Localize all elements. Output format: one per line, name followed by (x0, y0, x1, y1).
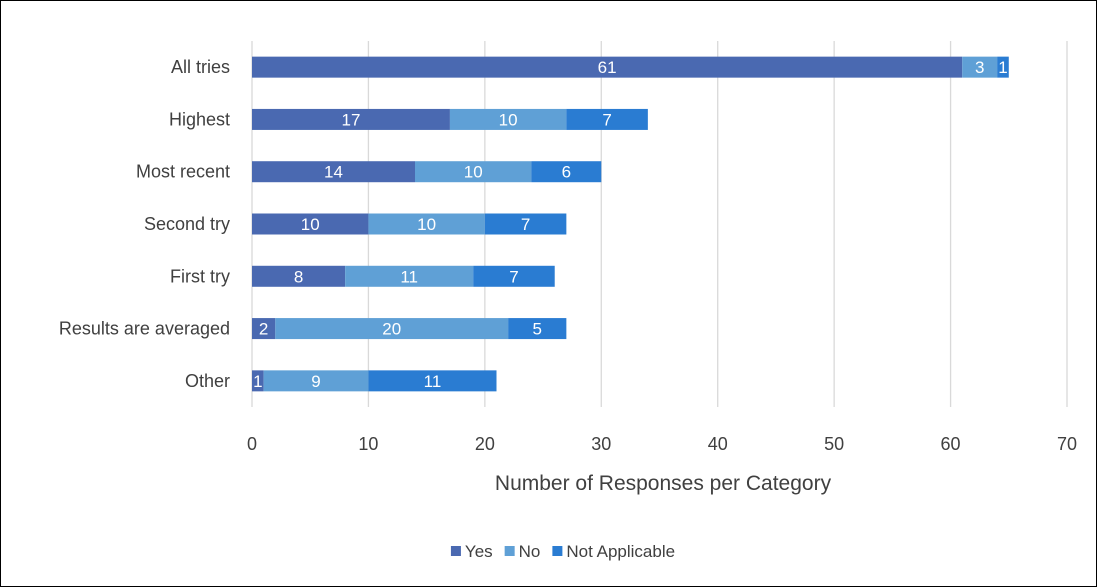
legend-swatch (504, 546, 515, 556)
x-tick-label: 60 (941, 434, 961, 454)
bar-segment (345, 265, 474, 287)
bar-segment (252, 213, 369, 235)
bar-segment (997, 56, 1009, 78)
data-label: 1 (253, 372, 262, 391)
category-label: First try (170, 266, 230, 286)
legend-label: No (519, 542, 541, 561)
legend-item: Yes (450, 542, 493, 561)
category-label: All tries (171, 57, 230, 77)
bar-segment (252, 108, 450, 130)
category-label: Most recent (136, 162, 230, 182)
bar-segment (368, 213, 485, 235)
bar-segment (566, 108, 648, 130)
x-tick-labels: 0 10 20 30 40 50 60 70 (247, 434, 1077, 454)
data-label: 6 (562, 163, 571, 182)
data-label: 7 (602, 110, 611, 129)
data-label: 1 (998, 58, 1007, 77)
x-tick-label: 40 (708, 434, 728, 454)
x-tick-label: 70 (1057, 434, 1077, 454)
legend-swatch (552, 546, 563, 556)
category-label: Second try (144, 214, 230, 234)
bar-segment (473, 265, 555, 287)
bars: 61 3 117 10 714 10 610 10 78 11 72 20 51 9 11 (252, 56, 1009, 392)
data-label: 10 (499, 110, 518, 129)
x-axis-title: Number of Responses per Category (495, 472, 832, 495)
bar-segment (252, 318, 276, 340)
data-label: 11 (400, 267, 418, 286)
data-label: 11 (424, 372, 442, 391)
bar-segment (484, 213, 567, 235)
data-label: 10 (301, 215, 320, 234)
data-label: 61 (598, 58, 617, 77)
bar-segment (275, 318, 509, 340)
bar-segment (962, 56, 998, 78)
data-label: 20 (382, 320, 401, 339)
x-tick-label: 20 (475, 434, 495, 454)
data-label: 3 (975, 58, 984, 77)
data-label: 14 (324, 163, 343, 182)
legend-swatch (450, 546, 461, 556)
legend-item: Not Applicable (552, 542, 675, 561)
bar-segment (415, 161, 532, 183)
data-label: 9 (311, 372, 320, 391)
legend-label: Not Applicable (566, 542, 675, 561)
bar-segment (263, 370, 369, 392)
category-label: Results are averaged (59, 319, 230, 339)
bar-segment (531, 161, 602, 183)
data-label: 7 (521, 215, 530, 234)
data-label: 5 (533, 320, 542, 339)
bar-segment (449, 108, 567, 130)
bar-segment (368, 370, 497, 392)
category-labels: All tries Highest Most recent Second try Fir… (59, 57, 230, 391)
data-label: 8 (294, 267, 303, 286)
legend-label: Yes (465, 542, 493, 561)
bar-segment (252, 370, 264, 392)
category-label: Highest (169, 109, 230, 129)
data-label: 7 (509, 267, 518, 286)
x-tick-label: 0 (247, 434, 257, 454)
data-label: 10 (417, 215, 436, 234)
data-label: 10 (464, 163, 483, 182)
x-tick-label: 30 (591, 434, 611, 454)
data-label: 17 (342, 110, 361, 129)
bar-segment (252, 161, 415, 183)
legend: Yes No Not Applicable (450, 542, 675, 561)
bar-segment (508, 318, 567, 340)
data-label: 2 (259, 320, 268, 339)
x-tick-label: 50 (824, 434, 844, 454)
x-tick-label: 10 (358, 434, 378, 454)
bar-segment (252, 56, 963, 78)
legend-item: No (504, 542, 541, 561)
bar-segment (252, 265, 346, 287)
category-label: Other (185, 371, 230, 391)
